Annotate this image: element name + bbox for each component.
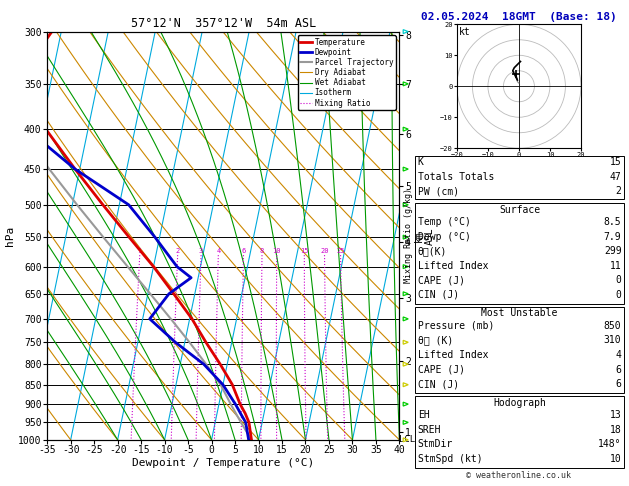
Text: 148°: 148° (598, 439, 621, 449)
Text: LCL: LCL (399, 435, 416, 444)
Text: 0: 0 (616, 290, 621, 300)
Text: PW (cm): PW (cm) (418, 186, 459, 196)
Text: K: K (418, 157, 423, 167)
Text: 13: 13 (610, 410, 621, 420)
Text: 4: 4 (616, 350, 621, 360)
Text: SREH: SREH (418, 425, 441, 434)
Text: 1: 1 (138, 248, 142, 254)
Text: 10: 10 (272, 248, 281, 254)
Text: 18: 18 (610, 425, 621, 434)
Y-axis label: km
ASL: km ASL (414, 227, 435, 244)
Text: 0: 0 (616, 276, 621, 285)
Text: StmDir: StmDir (418, 439, 453, 449)
Text: 20: 20 (320, 248, 329, 254)
Text: Hodograph: Hodograph (493, 398, 546, 408)
Text: Surface: Surface (499, 205, 540, 215)
Text: 2: 2 (175, 248, 180, 254)
Text: 15: 15 (610, 157, 621, 167)
Text: CAPE (J): CAPE (J) (418, 276, 465, 285)
Text: 3: 3 (199, 248, 203, 254)
Text: 6: 6 (616, 379, 621, 389)
X-axis label: Dewpoint / Temperature (°C): Dewpoint / Temperature (°C) (132, 458, 314, 468)
Text: 4: 4 (216, 248, 220, 254)
Text: 8: 8 (260, 248, 264, 254)
Text: Dewp (°C): Dewp (°C) (418, 232, 470, 242)
Text: 6: 6 (616, 364, 621, 375)
Text: 2: 2 (616, 186, 621, 196)
Text: © weatheronline.co.uk: © weatheronline.co.uk (467, 470, 571, 480)
Text: Mixing Ratio (g/kg): Mixing Ratio (g/kg) (404, 188, 413, 283)
Legend: Temperature, Dewpoint, Parcel Trajectory, Dry Adiabat, Wet Adiabat, Isotherm, Mi: Temperature, Dewpoint, Parcel Trajectory… (298, 35, 396, 110)
Text: 47: 47 (610, 172, 621, 182)
Text: Pressure (mb): Pressure (mb) (418, 321, 494, 331)
Text: EH: EH (418, 410, 430, 420)
Text: 11: 11 (610, 261, 621, 271)
Text: Totals Totals: Totals Totals (418, 172, 494, 182)
Text: 6: 6 (242, 248, 245, 254)
Text: 02.05.2024  18GMT  (Base: 18): 02.05.2024 18GMT (Base: 18) (421, 12, 617, 22)
Text: CIN (J): CIN (J) (418, 379, 459, 389)
Text: θᴇ (K): θᴇ (K) (418, 335, 453, 346)
Text: kt: kt (459, 27, 470, 37)
Text: 10: 10 (610, 454, 621, 464)
Y-axis label: hPa: hPa (5, 226, 15, 246)
Text: 7.9: 7.9 (604, 232, 621, 242)
Text: 850: 850 (604, 321, 621, 331)
Text: Lifted Index: Lifted Index (418, 261, 488, 271)
Text: CIN (J): CIN (J) (418, 290, 459, 300)
Text: Lifted Index: Lifted Index (418, 350, 488, 360)
Text: 310: 310 (604, 335, 621, 346)
Text: Temp (°C): Temp (°C) (418, 217, 470, 227)
Text: CAPE (J): CAPE (J) (418, 364, 465, 375)
Text: Most Unstable: Most Unstable (481, 309, 558, 318)
Text: 8.5: 8.5 (604, 217, 621, 227)
Text: 25: 25 (337, 248, 345, 254)
Text: 15: 15 (300, 248, 309, 254)
Text: θᴇ(K): θᴇ(K) (418, 246, 447, 256)
Title: 57°12'N  357°12'W  54m ASL: 57°12'N 357°12'W 54m ASL (131, 17, 316, 31)
Text: StmSpd (kt): StmSpd (kt) (418, 454, 482, 464)
Text: 299: 299 (604, 246, 621, 256)
